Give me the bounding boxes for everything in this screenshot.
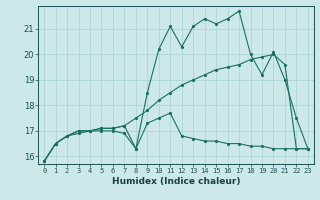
X-axis label: Humidex (Indice chaleur): Humidex (Indice chaleur) — [112, 177, 240, 186]
